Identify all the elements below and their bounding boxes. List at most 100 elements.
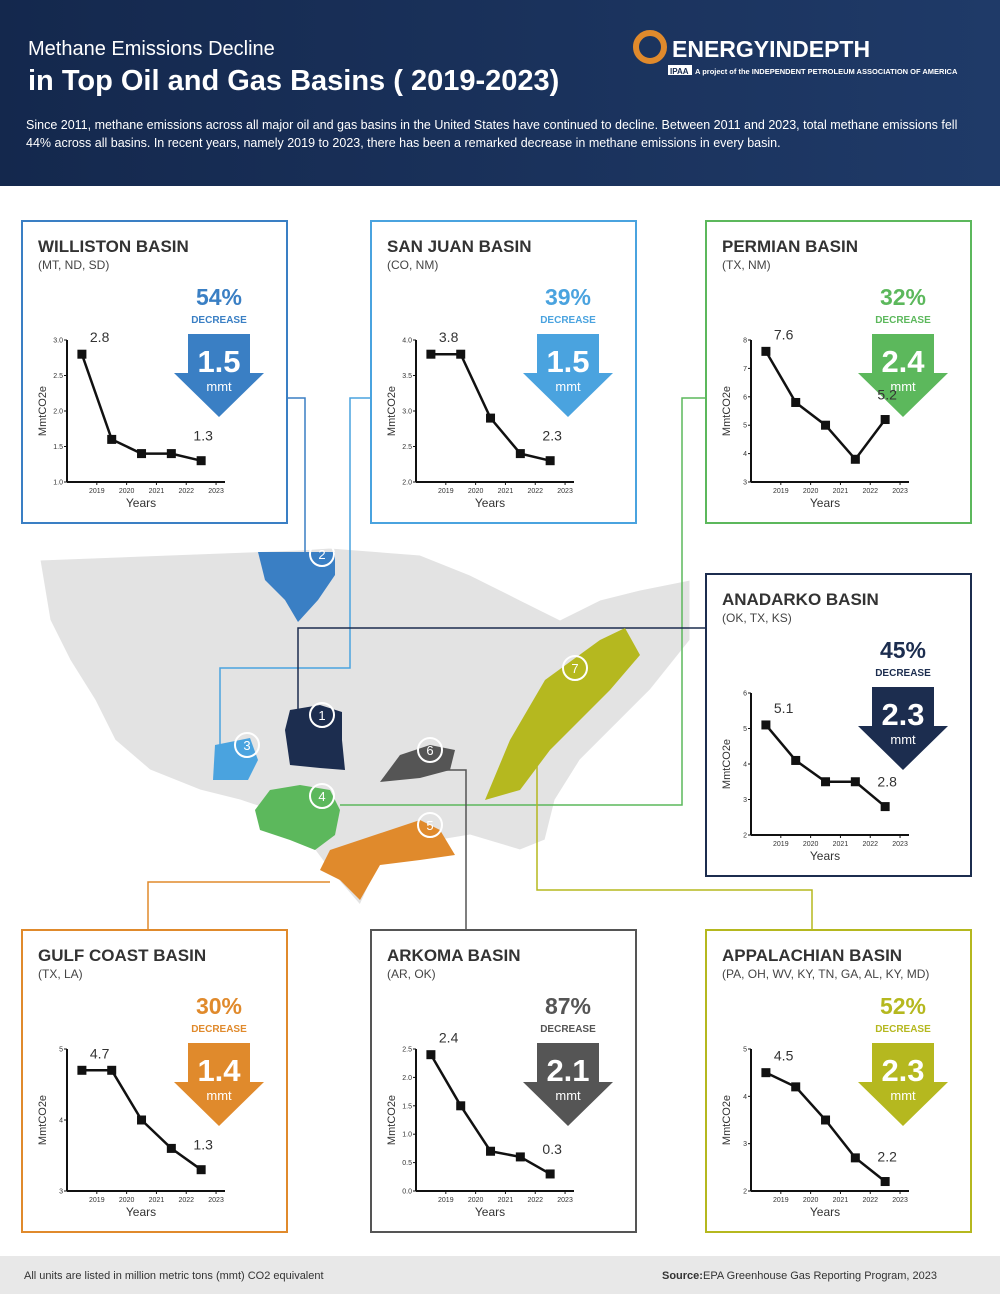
connector [287,397,306,555]
data-point [850,777,860,787]
callout-unit: mmt [206,1088,232,1103]
callout-word: DECREASE [540,315,596,326]
data-annotation: 2.4 [439,1030,459,1046]
y-tick-label: 3 [743,480,747,487]
x-tick-label: 2019 [89,1197,105,1204]
x-tick-label: 2021 [498,1197,514,1204]
y-tick-label: 1.5 [402,1103,412,1110]
map [39,397,813,930]
connector [340,397,706,806]
y-tick-label: 4 [743,451,747,458]
panel-subtitle: (MT, ND, SD) [38,258,109,272]
basin-shape [255,785,340,850]
callout-percent: 54% [196,284,242,310]
marker-circle [234,732,260,758]
callout-unit: mmt [890,732,916,747]
callout-percent: 32% [880,284,926,310]
panel-title: APPALACHIAN BASIN [722,946,902,965]
panel-title: ARKOMA BASIN [387,946,520,965]
callout-word: DECREASE [875,1024,931,1035]
callout-percent: 52% [880,993,926,1019]
y-tick-label: 2 [743,833,747,840]
y-tick-label: 2.5 [402,1047,412,1054]
y-tick-label: 3 [59,1189,63,1196]
callout-word: DECREASE [191,315,247,326]
data-annotation: 7.6 [774,326,794,342]
x-tick-label: 2019 [773,488,789,495]
y-tick-label: 6 [743,394,747,401]
x-tick-label: 2019 [773,841,789,848]
callout-unit: mmt [890,379,916,394]
y-axis-label: MmtCO2e [721,1095,733,1145]
x-tick-label: 2021 [833,1197,849,1204]
connector [536,750,813,930]
data-point [137,1115,147,1125]
callout-arrow [174,334,264,417]
y-tick-label: 2 [743,1189,747,1196]
x-tick-label: 2022 [178,1197,194,1204]
title-line1: Methane Emissions Decline [28,38,275,60]
x-tick-label: 2020 [803,488,819,495]
marker-label: 2 [318,547,325,562]
y-axis-label: MmtCO2e [37,1095,49,1145]
y-tick-label: 2.5 [402,444,412,451]
x-tick-label: 2021 [149,1197,165,1204]
y-axis-label: MmtCO2e [386,1095,398,1145]
marker-label: 5 [426,818,433,833]
panel: GULF COAST BASIN (TX, LA) 30% DECREASE 1.4mm… [21,929,288,1233]
data-point [166,1143,176,1153]
marker-circle [309,541,335,567]
y-tick-label: 4 [59,1118,63,1125]
x-tick-label: 2020 [119,1197,135,1204]
data-point [456,349,466,359]
panel-subtitle: (PA, OH, WV, KY, TN, GA, AL, KY, MD) [722,967,929,981]
basin-shape [380,745,455,782]
badge: IPAA [670,67,689,76]
basin-shape [485,628,640,800]
y-tick-label: 2.5 [53,373,63,380]
intro: Since 2011, methane emissions across all… [26,118,958,150]
x-tick-label: 2020 [803,1197,819,1204]
data-point [821,777,831,787]
callout-amount: 2.4 [881,344,925,379]
y-tick-label: 1.0 [53,480,63,487]
marker-label: 1 [318,708,325,723]
data-point [880,802,890,812]
y-tick-label: 0.5 [402,1160,412,1167]
data-annotation: 4.7 [90,1045,110,1061]
data-point [77,1065,87,1075]
footer-note: All units are listed in million metric t… [24,1270,324,1282]
data-annotation: 2.8 [877,774,897,790]
data-point [850,1153,860,1163]
x-tick-label: 2019 [438,488,454,495]
connector [147,881,330,930]
data-point [486,413,496,423]
basin-shape [285,705,345,770]
callout-arrow [523,1043,613,1126]
x-tick-label: 2019 [773,1197,789,1204]
marker-circle [417,812,443,838]
y-tick-label: 5 [743,423,747,430]
callout-percent: 39% [545,284,591,310]
x-axis-label: Years [126,1205,156,1219]
data-point [545,456,555,466]
logo-icon [633,30,667,64]
data-point [761,720,771,730]
callout-amount: 2.3 [881,697,924,732]
connector [219,397,371,745]
y-tick-label: 5 [59,1047,63,1054]
x-tick-label: 2023 [557,488,573,495]
data-point [515,449,525,459]
callout-arrow [858,687,948,770]
panel-title: SAN JUAN BASIN [387,237,532,256]
x-axis-label: Years [126,496,156,510]
data-point [761,346,771,356]
callout-unit: mmt [555,379,581,394]
logo: ENERGYINDEPTH [672,36,870,62]
callout-unit: mmt [206,379,232,394]
source: EPA Greenhouse Gas Reporting Program, 20… [703,1270,937,1282]
x-axis-label: Years [810,496,840,510]
title-line2: in Top Oil and Gas Basins ( 2019-2023) [28,65,559,97]
y-tick-label: 4.0 [402,338,412,345]
